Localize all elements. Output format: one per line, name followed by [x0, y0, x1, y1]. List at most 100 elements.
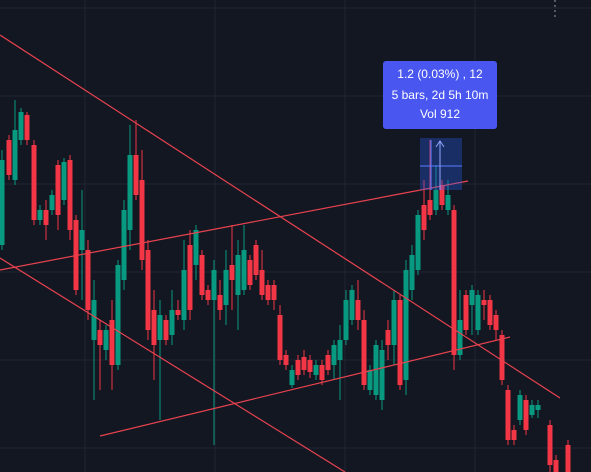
- candle-body: [433, 190, 439, 210]
- candle-body: [565, 445, 571, 472]
- candle-body: [547, 425, 553, 465]
- candle-body: [18, 112, 24, 140]
- candle-body: [199, 255, 205, 295]
- candle-body: [319, 365, 325, 380]
- candle-body: [445, 195, 451, 210]
- candle-body: [217, 295, 223, 310]
- tooltip-line: 1.2 (0.03%) , 12: [397, 67, 483, 81]
- candle-body: [181, 270, 187, 320]
- candle-body: [37, 210, 43, 220]
- candle-body: [103, 330, 109, 350]
- candle-body: [511, 430, 517, 440]
- candle-body: [109, 320, 115, 365]
- candle-body: [343, 300, 349, 340]
- candle-body: [463, 295, 469, 330]
- candle-body: [157, 315, 163, 340]
- candle-body: [349, 290, 355, 320]
- candle-body: [379, 350, 385, 400]
- candle-body: [259, 270, 265, 295]
- candle-body: [235, 255, 241, 295]
- candle-body: [331, 345, 337, 365]
- candle-body: [247, 260, 253, 285]
- candle-body: [223, 270, 229, 305]
- candle-body: [355, 300, 361, 320]
- candle-body: [187, 245, 193, 310]
- candle-body: [289, 370, 295, 385]
- candle-body: [211, 270, 217, 300]
- candle-body: [523, 400, 529, 430]
- candle-body: [241, 250, 247, 290]
- candle-body: [505, 390, 511, 440]
- candle-body: [295, 360, 301, 375]
- trend-line: [0, 257, 346, 472]
- candle-body: [97, 330, 103, 345]
- candle-body: [415, 215, 421, 270]
- candle-body: [307, 360, 313, 372]
- candle-body: [475, 295, 481, 330]
- measure-area: [420, 138, 462, 190]
- candle-body: [133, 155, 139, 195]
- candle-body: [481, 300, 487, 305]
- candle-body: [12, 130, 18, 180]
- trend-lines: [0, 34, 561, 472]
- tooltip-line: Vol 912: [420, 107, 460, 121]
- candle-body: [175, 310, 181, 315]
- candle-body: [337, 340, 343, 360]
- candle-body: [271, 285, 277, 300]
- candle-body: [43, 210, 49, 225]
- candle-body: [403, 270, 409, 380]
- candle-body: [451, 210, 457, 355]
- candle-body: [409, 255, 415, 290]
- candle-body: [499, 335, 505, 380]
- candle-body: [79, 230, 85, 250]
- candle-body: [529, 405, 535, 415]
- candle-body: [277, 315, 283, 360]
- candle-body: [373, 345, 379, 395]
- candle-body: [427, 200, 433, 215]
- tooltip-line: 5 bars, 2d 5h 10m: [392, 88, 489, 102]
- candles: [0, 100, 571, 472]
- candle-body: [145, 250, 151, 330]
- candle-body: [457, 320, 463, 355]
- candle-body: [397, 300, 403, 385]
- candle-body: [163, 320, 169, 340]
- candle-body: [421, 205, 427, 230]
- candle-body: [205, 290, 211, 300]
- candle-body: [253, 245, 259, 275]
- candle-body: [487, 300, 493, 325]
- candle-body: [391, 300, 397, 345]
- candle-body: [31, 145, 37, 220]
- candle-body: [91, 300, 97, 340]
- candle-body: [85, 250, 91, 310]
- candle-body: [193, 230, 199, 265]
- candle-body: [361, 320, 367, 385]
- candle-body: [127, 155, 133, 230]
- candle-body: [367, 370, 373, 390]
- candle-body: [493, 315, 499, 330]
- candle-body: [313, 365, 319, 375]
- candle-body: [229, 265, 235, 280]
- candle-body: [67, 160, 73, 230]
- trend-line: [99, 336, 511, 437]
- candle-body: [6, 140, 12, 175]
- candle-body: [553, 460, 559, 472]
- candle-body: [115, 265, 121, 365]
- candle-body: [301, 357, 307, 370]
- candle-body: [283, 355, 289, 365]
- candle-body: [439, 185, 445, 205]
- candle-body: [24, 115, 30, 140]
- candle-body: [55, 165, 61, 215]
- measure-tool: 1.2 (0.03%) , 12 5 bars, 2d 5h 10m Vol 9…: [383, 61, 497, 190]
- candle-body: [169, 310, 175, 335]
- candle-body: [535, 405, 541, 410]
- candle-body: [265, 285, 271, 300]
- candle-body: [151, 310, 157, 345]
- candle-body: [517, 395, 523, 420]
- candle-body: [385, 330, 391, 345]
- candle-body: [49, 195, 55, 210]
- candle-body: [121, 210, 127, 280]
- candle-body: [61, 162, 67, 200]
- candle-body: [139, 180, 145, 260]
